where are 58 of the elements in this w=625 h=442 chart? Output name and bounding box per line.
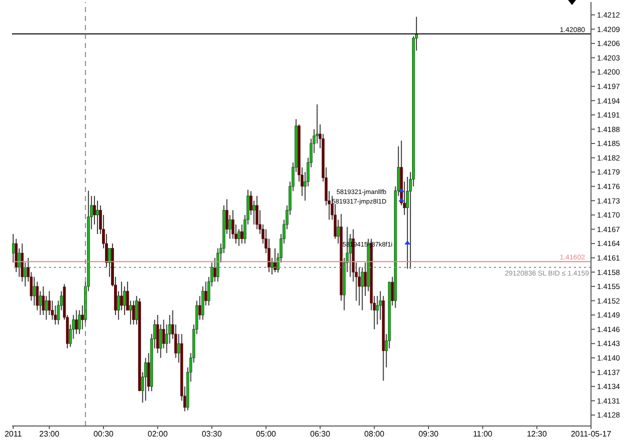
x-tick-label: 11:00 (472, 430, 493, 439)
x-tick-label: 00:30 (93, 430, 114, 439)
candlestick (144, 357, 148, 402)
candlestick (274, 248, 276, 273)
candlestick (18, 248, 21, 278)
candlestick (256, 195, 258, 230)
candlestick (270, 257, 274, 276)
candlestick (135, 295, 138, 326)
x-tick-label: 03:30 (202, 430, 222, 439)
x-tick-label: 12:30 (526, 430, 548, 439)
candlestick (336, 219, 340, 244)
candlestick (108, 248, 111, 278)
candlestick (390, 276, 394, 306)
candlestick (36, 281, 39, 311)
candlestick (81, 304, 84, 330)
candlestick (159, 324, 162, 358)
x-tick-label: 05:00 (256, 430, 277, 439)
candlestick (38, 290, 42, 316)
x-tick-label: 02:00 (148, 430, 168, 439)
candlestick (74, 310, 78, 335)
candlestick (14, 238, 18, 273)
candlestick (376, 295, 379, 326)
candlestick (378, 290, 382, 320)
candlestick (24, 262, 27, 287)
candlestick (201, 286, 204, 320)
x-tick-label: 09:30 (418, 430, 440, 439)
x-tick-label: 08:00 (364, 430, 385, 439)
candlestick (225, 198, 228, 235)
candlestick (78, 310, 81, 335)
x-tick-label: 2011-05-17 (570, 430, 612, 439)
candlestick (132, 300, 135, 326)
candlestick (216, 248, 220, 282)
candlestick (213, 257, 216, 282)
candlestick (32, 276, 36, 306)
candlestick (364, 262, 367, 296)
x-tick-label: 2011 (4, 430, 22, 439)
candlestick (12, 234, 15, 264)
candlestick (162, 319, 166, 349)
candlestick (20, 243, 24, 282)
candlestick (156, 314, 160, 354)
candlestick (360, 266, 364, 311)
candlestick (238, 228, 240, 246)
candlestick (228, 214, 232, 240)
candlestick (198, 295, 202, 320)
candlestick (358, 266, 361, 306)
x-tick-label: 06:30 (310, 430, 331, 439)
candlestick (96, 200, 99, 235)
candlestick (240, 224, 244, 244)
candlestick (120, 281, 123, 311)
candlestick (129, 300, 132, 326)
candlestick (231, 210, 234, 240)
candlestick (44, 295, 48, 320)
candlestick (54, 304, 57, 326)
x-tick-label: 23:00 (39, 430, 60, 439)
candlestick (204, 281, 208, 306)
candlestick (252, 200, 256, 225)
candlestick (177, 334, 180, 364)
candlestick (123, 286, 126, 316)
